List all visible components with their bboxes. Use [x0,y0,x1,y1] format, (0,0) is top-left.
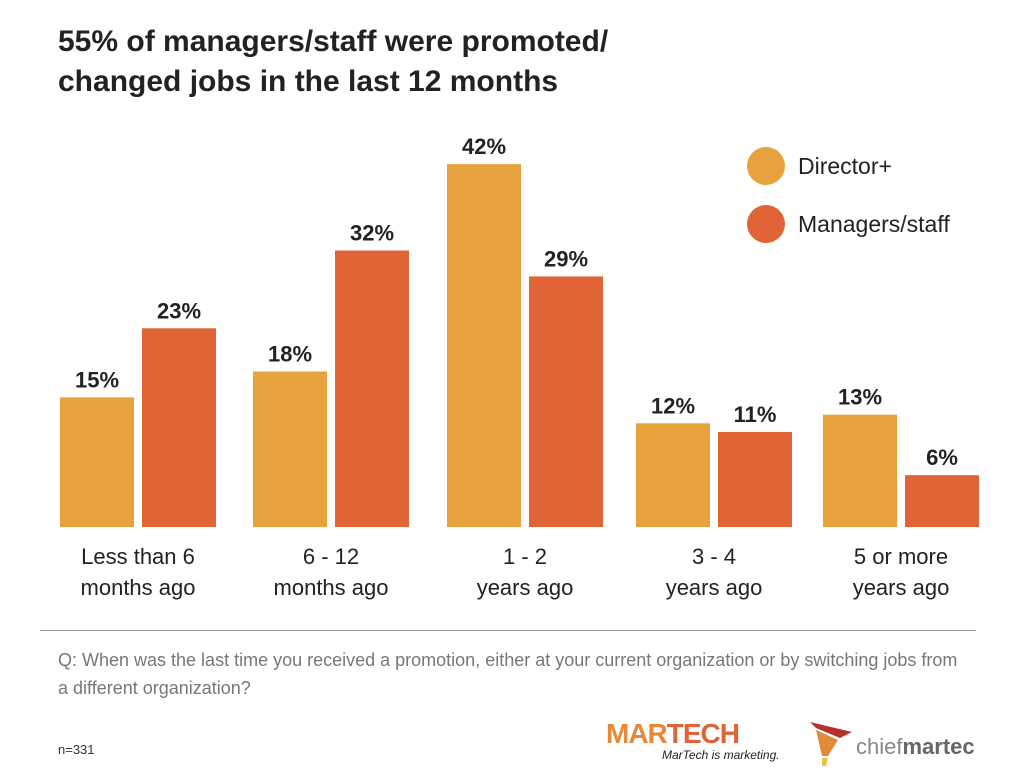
legend-label: Managers/staff [798,211,950,237]
legend-swatch [747,205,785,243]
martech-tagline: MarTech is marketing. [662,748,780,762]
divider [40,630,976,631]
data-label: 15% [75,367,119,392]
data-label: 6% [926,445,958,470]
data-label: 23% [157,298,201,323]
bar-chart: 15% 23% Less than 6 months ago 18% 32% 6 - 12 m… [60,134,979,600]
bar-director [447,164,521,527]
data-label: 42% [462,134,506,159]
bar-director [60,397,134,527]
data-label: 29% [544,246,588,271]
category-label: years ago [853,575,950,600]
data-label: 13% [838,385,882,410]
bar-director [823,414,897,527]
category-label: 5 or more [854,544,948,569]
data-label: 12% [651,393,695,418]
bar-managers [529,276,603,527]
bar-managers [718,431,792,527]
data-label: 11% [734,402,777,427]
data-label: 18% [268,341,312,366]
chart-title: 55% of managers/staff were promoted/chan… [58,25,609,98]
category-label: 1 - 2 [503,544,547,569]
category-label: years ago [477,575,574,600]
survey-question: Q: When was the last time you received a… [58,650,958,698]
category-label: months ago [81,575,196,600]
category-label: Less than 6 [81,544,195,569]
data-label: 32% [350,221,394,246]
category-label: 3 - 4 [692,544,736,569]
category-label: months ago [274,575,389,600]
legend-swatch [747,147,785,185]
chiefmartec-logo: chiefmartec [810,718,980,768]
category-label: years ago [666,575,763,600]
category-label: 6 - 12 [303,544,359,569]
chiefmartec-funnel-icon [810,722,852,766]
sample-size: n=331 [58,742,95,757]
bar-managers [335,250,409,527]
bar-managers [142,328,216,527]
bar-director [253,371,327,527]
legend-label: Director+ [798,153,892,179]
bar-director [636,423,710,527]
bar-managers [905,475,979,527]
martech-logo: MARTECH MarTech is marketing. [606,718,780,762]
